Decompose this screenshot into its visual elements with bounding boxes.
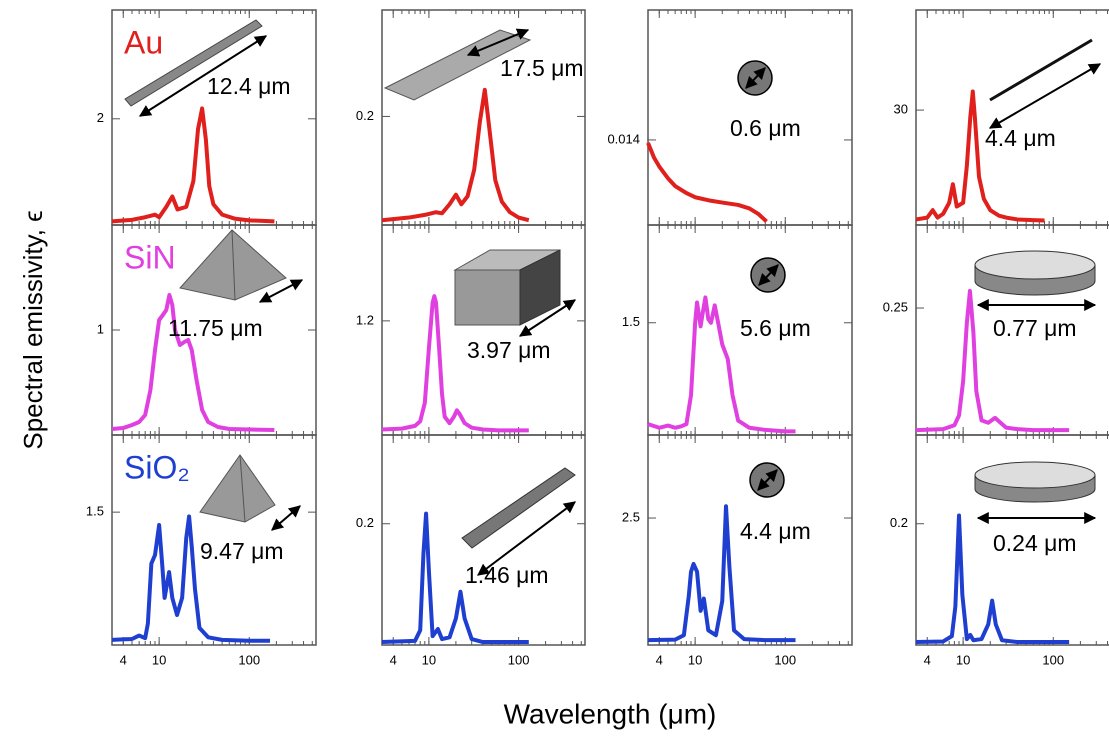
y-tick-label: 30 <box>894 102 908 117</box>
prism-edge <box>239 454 246 523</box>
x-tick-label: 4 <box>120 652 127 667</box>
x-tick-label: 100 <box>1042 652 1064 667</box>
size-label: 4.4 μm <box>985 125 1056 151</box>
x-tick-label: 10 <box>152 652 166 667</box>
size-label: 4.4 μm <box>740 518 811 544</box>
size-label: 17.5 μm <box>500 55 584 81</box>
y-tick-label: 2 <box>97 110 104 125</box>
x-axis-label: Wavelength (μm) <box>504 698 717 729</box>
y-tick-label: 0.2 <box>356 515 374 530</box>
panel-frame <box>647 434 853 646</box>
prism-edge <box>231 229 236 301</box>
bar-icon <box>461 467 576 549</box>
data-line <box>647 504 796 643</box>
data-line <box>647 295 796 434</box>
data-line <box>646 142 768 223</box>
shape-icons <box>124 19 1102 576</box>
prism-icon <box>199 454 276 523</box>
panel-frame <box>111 434 317 646</box>
size-label: 11.75 μm <box>168 315 263 341</box>
data-line <box>381 511 529 645</box>
material-label: SiN <box>124 239 176 275</box>
size-label: 5.6 μm <box>740 315 811 341</box>
size-label: 9.47 μm <box>200 538 284 564</box>
x-tick-label: 4 <box>924 652 931 667</box>
x-tick-label: 4 <box>390 652 397 667</box>
y-tick-label: 0.2 <box>356 108 374 123</box>
x-tick-label: 100 <box>774 652 796 667</box>
size-label: 0.6 μm <box>730 115 801 141</box>
size-label: 0.77 μm <box>993 315 1077 341</box>
x-tick-label: 100 <box>238 652 260 667</box>
material-label: SiO₂ <box>124 449 190 485</box>
x-tick-label: 10 <box>422 652 436 667</box>
box-icon <box>454 269 521 326</box>
panel-frame <box>915 434 1109 646</box>
x-tick-label: 4 <box>656 652 663 667</box>
data-line <box>111 106 275 224</box>
size-arrow <box>271 505 301 531</box>
size-label: 1.46 μm <box>465 562 549 588</box>
y-tick-label: 1.5 <box>86 504 104 519</box>
disc-icon <box>974 250 1096 280</box>
y-axis-label: Spectral emissivity, ϵ <box>18 210 48 449</box>
size-arrow <box>138 35 268 117</box>
data-line <box>915 89 1045 223</box>
size-arrow <box>477 501 576 576</box>
y-tick-label: 1 <box>97 321 104 336</box>
x-tick-label: 10 <box>956 652 970 667</box>
size-arrow <box>745 67 766 89</box>
data-line <box>915 288 1070 433</box>
x-tick-label: 10 <box>688 652 702 667</box>
x-tick-label: 100 <box>508 652 530 667</box>
size-arrow <box>466 28 530 57</box>
disc-icon <box>974 461 1096 489</box>
y-tick-label: 0.2 <box>890 515 908 530</box>
material-label: Au <box>124 24 163 60</box>
size-label: 12.4 μm <box>207 73 291 99</box>
panel-frame <box>381 434 586 646</box>
panel-frame <box>915 9 1109 226</box>
y-tick-label: 0.25 <box>883 299 908 314</box>
data-line <box>111 293 275 432</box>
data-line <box>111 514 271 643</box>
size-arrow <box>988 63 1102 129</box>
size-arrow <box>757 469 778 491</box>
y-tick-label: 0.014 <box>607 131 640 146</box>
wire-icon <box>989 38 1093 102</box>
y-tick-label: 1.5 <box>622 314 640 329</box>
y-tick-label: 2.5 <box>622 509 640 524</box>
size-label: 3.97 μm <box>467 337 551 363</box>
size-arrow <box>518 299 577 337</box>
data-line <box>381 87 530 223</box>
data-line <box>381 294 529 433</box>
size-label: 0.24 μm <box>993 530 1077 556</box>
y-tick-label: 1.2 <box>356 312 374 327</box>
size-arrow <box>258 279 304 303</box>
size-arrow <box>758 264 779 286</box>
data-line <box>915 513 1070 645</box>
